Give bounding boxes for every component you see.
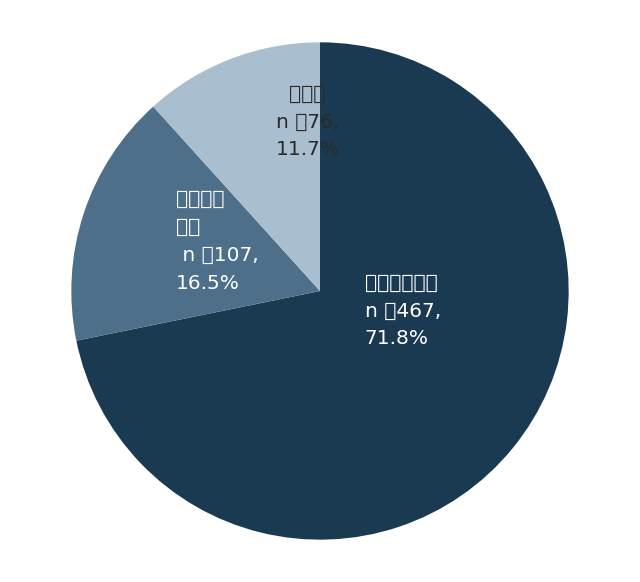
Wedge shape: [71, 107, 320, 340]
Text: 認知機能正常
n ＝467,
71.8%: 認知機能正常 n ＝467, 71.8%: [365, 274, 441, 349]
Wedge shape: [153, 42, 320, 291]
Text: 軽度認知
障害
 n ＝107,
16.5%: 軽度認知 障害 n ＝107, 16.5%: [176, 190, 259, 293]
Wedge shape: [76, 42, 569, 540]
Text: 認知症
n ＝76,
11.7%: 認知症 n ＝76, 11.7%: [276, 84, 340, 159]
